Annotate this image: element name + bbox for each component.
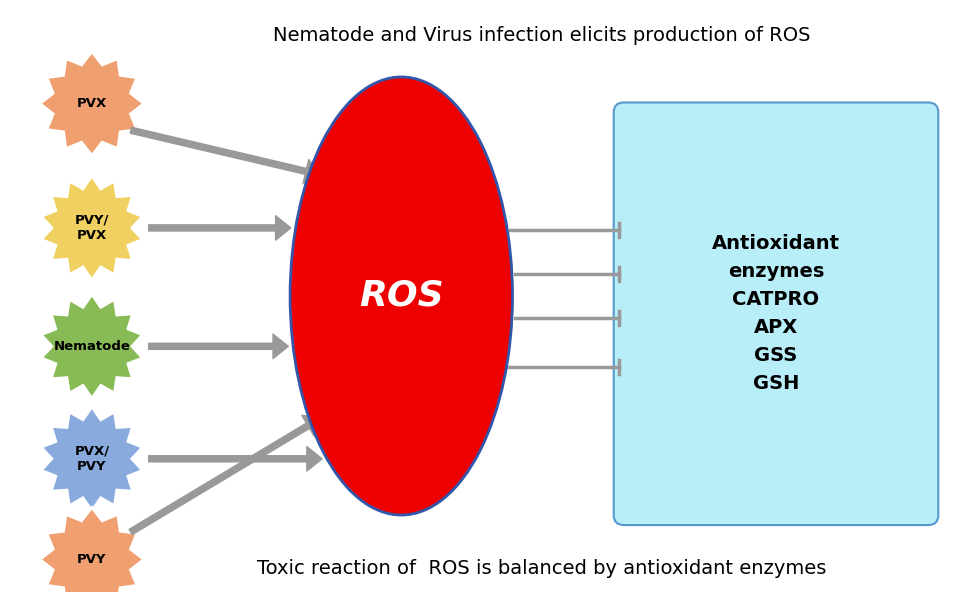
Text: Toxic reaction of  ROS is balanced by antioxidant enzymes: Toxic reaction of ROS is balanced by ant…: [257, 559, 826, 578]
Polygon shape: [40, 507, 144, 592]
Polygon shape: [42, 407, 142, 511]
Text: PVY: PVY: [77, 553, 106, 566]
Text: Antioxidant
enzymes
CATPRO
APX
GSS
GSH: Antioxidant enzymes CATPRO APX GSS GSH: [712, 234, 840, 393]
Text: ROS: ROS: [359, 279, 444, 313]
FancyBboxPatch shape: [614, 102, 938, 525]
Polygon shape: [42, 176, 142, 280]
Text: PVX: PVX: [76, 97, 107, 110]
Text: PVY/
PVX: PVY/ PVX: [74, 214, 109, 242]
Text: Nematode and Virus infection elicits production of ROS: Nematode and Virus infection elicits pro…: [273, 26, 810, 45]
Text: Nematode: Nematode: [53, 340, 131, 353]
Text: PVX/
PVY: PVX/ PVY: [74, 445, 109, 473]
Polygon shape: [40, 52, 144, 156]
Ellipse shape: [290, 77, 513, 515]
Polygon shape: [42, 294, 142, 398]
